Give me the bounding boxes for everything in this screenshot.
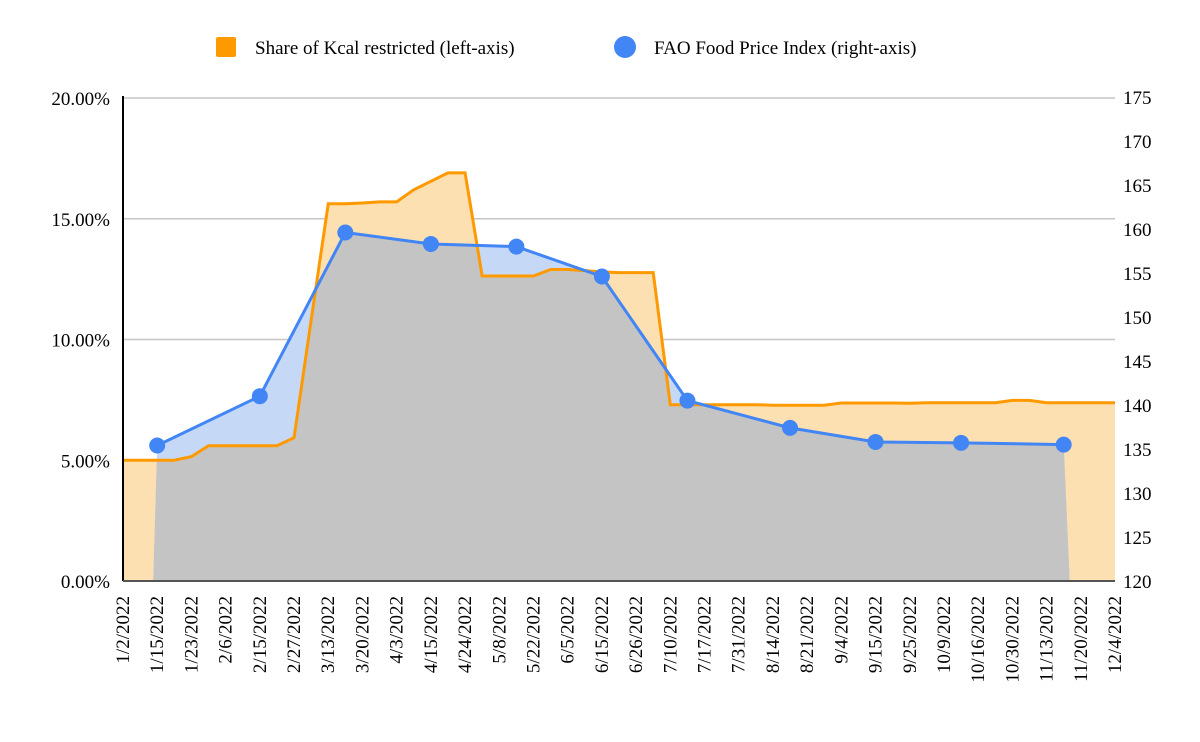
x-tick-label: 5/8/2022: [489, 596, 510, 664]
legend-swatch-kcal: [216, 37, 236, 57]
fao-point: [1055, 436, 1072, 453]
left-tick-label: 15.00%: [51, 210, 110, 231]
x-tick-label: 3/20/2022: [352, 596, 373, 673]
x-tick-label: 8/14/2022: [763, 596, 784, 673]
x-tick-label: 7/17/2022: [695, 596, 716, 673]
right-tick-label: 140: [1123, 396, 1152, 417]
x-tick-label: 6/5/2022: [558, 596, 579, 664]
x-tick-label: 10/9/2022: [934, 596, 955, 673]
right-tick-label: 135: [1123, 440, 1152, 461]
x-tick-label: 1/15/2022: [147, 596, 168, 673]
fao-point: [679, 392, 696, 409]
right-tick-label: 125: [1123, 528, 1152, 549]
left-tick-label: 5.00%: [61, 451, 110, 472]
right-tick-label: 155: [1123, 264, 1152, 285]
x-tick-label: 1/23/2022: [181, 596, 202, 673]
fao-point: [953, 434, 970, 451]
x-tick-label: 10/30/2022: [1002, 596, 1023, 683]
right-tick-label: 130: [1123, 484, 1152, 505]
x-tick-label: 9/25/2022: [900, 596, 921, 673]
legend: Share of Kcal restricted (left-axis) FAO…: [216, 36, 916, 59]
x-tick-label: 12/4/2022: [1105, 596, 1126, 673]
x-tick-label: 4/15/2022: [421, 596, 442, 673]
x-tick-label: 11/20/2022: [1071, 596, 1092, 682]
left-tick-label: 20.00%: [51, 89, 110, 110]
x-tick-label: 6/15/2022: [592, 596, 613, 673]
fao-point: [149, 437, 166, 454]
fao-point: [782, 419, 799, 436]
legend-swatch-fao: [614, 36, 636, 58]
x-tick-label: 7/31/2022: [729, 596, 750, 673]
x-tick-label: 8/21/2022: [797, 596, 818, 673]
fao-point: [251, 388, 268, 405]
kcal-line: [123, 171, 1115, 462]
right-tick-label: 165: [1123, 176, 1152, 197]
x-tick-label: 4/24/2022: [455, 596, 476, 673]
x-tick-label: 10/16/2022: [968, 596, 989, 683]
legend-label-kcal: Share of Kcal restricted (left-axis): [255, 38, 515, 59]
x-tick-label: 5/22/2022: [523, 596, 544, 673]
x-tick-label: 11/13/2022: [1037, 596, 1058, 682]
fao-point: [508, 238, 525, 255]
x-tick-label: 1/2/2022: [113, 596, 134, 664]
left-tick-label: 10.00%: [51, 331, 110, 352]
right-tick-label: 120: [1123, 572, 1152, 593]
areas: [123, 172, 1115, 582]
right-tick-label: 145: [1123, 352, 1152, 373]
x-tick-label: 2/27/2022: [284, 596, 305, 673]
series-lines: [123, 171, 1115, 462]
right-tick-label: 175: [1123, 88, 1152, 109]
right-tick-label: 150: [1123, 308, 1152, 329]
right-tick-label: 170: [1123, 132, 1152, 153]
axes: 0.00% 5.00% 10.00% 15.00% 20.00% 120 125 130 135…: [51, 88, 1151, 683]
x-tick-label: 6/26/2022: [626, 596, 647, 673]
right-tick-label: 160: [1123, 220, 1152, 241]
left-tick-label: 0.00%: [61, 572, 110, 593]
x-tick-label: 4/3/2022: [387, 596, 408, 664]
overlap-area: [153, 232, 1070, 581]
fao-point: [337, 224, 354, 241]
x-tick-label: 3/13/2022: [318, 596, 339, 673]
fao-point: [867, 433, 884, 450]
x-tick-label: 9/4/2022: [831, 596, 852, 664]
legend-label-fao: FAO Food Price Index (right-axis): [654, 38, 916, 59]
x-tick-label: 9/15/2022: [866, 596, 887, 673]
x-tick-label: 7/10/2022: [660, 596, 681, 673]
x-tick-label: 2/15/2022: [250, 596, 271, 673]
x-tick-label: 2/6/2022: [216, 596, 237, 664]
fao-point: [593, 268, 610, 285]
fao-point: [422, 235, 439, 252]
